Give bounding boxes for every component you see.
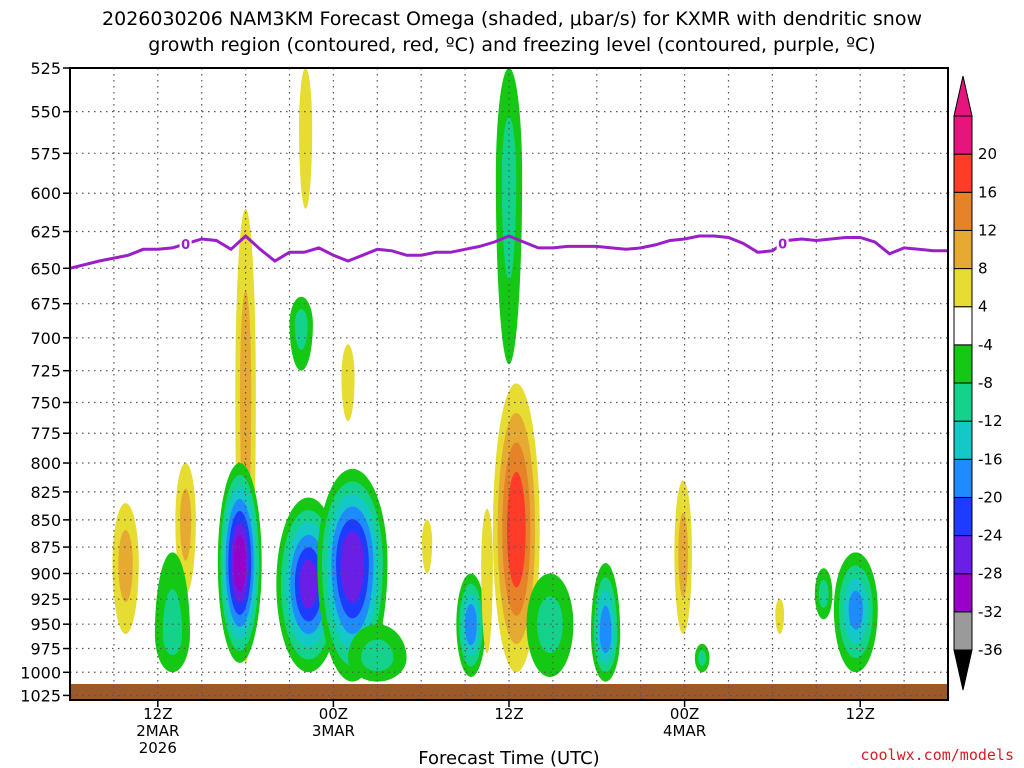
omega-cell-shade: [465, 603, 477, 646]
x-tick-label: 12Z: [143, 705, 172, 723]
omega-cell-shade: [506, 471, 526, 588]
colorbar-segment: [953, 191, 973, 231]
omega-cell-shade: [481, 508, 493, 654]
colorbar-segment: [953, 573, 973, 613]
freezing-label-bg: [776, 236, 789, 251]
x-tick-label: 2026: [139, 739, 177, 757]
omega-cell-shade: [848, 590, 863, 630]
y-tick-label: 850: [30, 511, 61, 530]
omega-shading: [112, 68, 878, 682]
omega-cell-shade: [537, 596, 563, 654]
colorbar-tick-label: -12: [978, 412, 1003, 430]
omega-cell-shade: [599, 605, 612, 654]
freezing-level-contour: [70, 233, 948, 270]
colorbar-segment: [953, 458, 973, 498]
y-tick-label: 750: [30, 393, 61, 412]
omega-cell-shade: [818, 579, 829, 608]
y-tick-label: 550: [30, 103, 61, 122]
colorbar-segment: [953, 268, 973, 308]
colorbar-segment: [953, 229, 973, 270]
chart-title: 2026030206 NAM3KM Forecast Omega (shaded…: [102, 8, 922, 56]
x-tick-label: 4MAR: [663, 722, 706, 740]
omega-cell-shade: [118, 530, 133, 603]
colorbar-segment: [953, 344, 973, 384]
colorbar-segment: [953, 496, 973, 537]
freezing-level-label: 0: [778, 238, 787, 253]
colorbar-over-arrow: [953, 75, 973, 117]
x-tick-label: 12Z: [846, 705, 875, 723]
omega-cell-shade: [179, 488, 192, 561]
credit-text: coolwx.com/models: [860, 746, 1014, 764]
omega-cell-shade: [299, 68, 313, 209]
x-tick-label: 00Z: [319, 705, 348, 723]
colorbar-tick-label: -4: [978, 336, 993, 354]
y-tick-label: 775: [30, 424, 61, 443]
colorbar-tick-label: -28: [978, 565, 1003, 583]
y-tick-label: 825: [30, 483, 61, 502]
colorbar-tick-label: -16: [978, 450, 1003, 468]
pressure-axis: 525 550 575 600 625 650 675 700 725 750 775 800 825 8…: [20, 59, 70, 705]
y-tick-label: 650: [30, 259, 61, 278]
y-tick-label: 675: [30, 295, 61, 314]
omega-cell-shade: [299, 559, 318, 609]
title-line-1: 2026030206 NAM3KM Forecast Omega (shaded…: [102, 8, 922, 30]
colorbar-tick-label: 12: [978, 221, 997, 239]
colorbar-segment: [953, 382, 973, 422]
colorbar-segment: [953, 153, 973, 193]
y-tick-label: 525: [30, 59, 61, 78]
y-tick-label: 975: [30, 640, 61, 659]
title-line-2: growth region (contoured, red, ºC) and f…: [148, 34, 875, 56]
y-tick-label: 800: [30, 454, 61, 473]
colorbar-segment: [953, 611, 973, 651]
freezing-label-bg: [179, 236, 192, 251]
omega-cell-shade: [678, 512, 688, 598]
colorbar-tick-label: 8: [978, 260, 988, 278]
colorbar-segment: [953, 306, 973, 346]
omega-cell-shade: [340, 531, 365, 603]
freezing-level-label: 0: [181, 238, 190, 253]
y-tick-label: 700: [30, 329, 61, 348]
omega-cell-shade: [233, 534, 246, 591]
colorbar-under-arrow: [953, 649, 973, 691]
colorbar: -36 -32 -28 -24 -20 -16 -12 -8 -4 4 8 12 16 20: [953, 75, 1003, 691]
x-axis-label: Forecast Time (UTC): [418, 748, 599, 768]
omega-cell-shade: [361, 639, 394, 672]
colorbar-tick-label: -32: [978, 603, 1003, 621]
y-tick-label: 925: [30, 590, 61, 609]
colorbar-segment: [953, 420, 973, 460]
y-tick-label: 600: [30, 184, 61, 203]
colorbar-tick-label: -8: [978, 374, 993, 392]
omega-cell-shade: [162, 589, 183, 656]
omega-cell-shade: [775, 599, 785, 634]
x-tick-label: 00Z: [670, 705, 699, 723]
colorbar-tick-label: -36: [978, 641, 1003, 659]
x-tick-label: 2MAR: [136, 722, 179, 740]
grid-lines: [70, 67, 948, 700]
omega-cell-shade: [341, 344, 355, 422]
colorbar-tick-label: 16: [978, 183, 997, 201]
omega-cell-shade: [294, 309, 308, 350]
omega-cell-shade: [501, 117, 517, 281]
omega-cell-shade: [698, 650, 707, 666]
y-tick-label: 575: [30, 144, 61, 163]
y-tick-label: 1000: [20, 663, 61, 682]
y-tick-label: 625: [30, 223, 61, 242]
y-tick-label: 900: [30, 564, 61, 583]
colorbar-tick-label: 4: [978, 298, 988, 316]
colorbar-tick-label: -24: [978, 527, 1003, 545]
y-tick-label: 725: [30, 362, 61, 381]
colorbar-tick-label: 20: [978, 145, 997, 163]
x-tick-label: 12Z: [494, 705, 523, 723]
omega-cell-shade: [421, 519, 433, 574]
x-tick-label: 3MAR: [312, 722, 355, 740]
colorbar-tick-label: -20: [978, 488, 1003, 506]
y-tick-label: 1025: [20, 686, 61, 705]
colorbar-segment: [953, 115, 973, 155]
y-tick-label: 950: [30, 615, 61, 634]
y-tick-label: 875: [30, 538, 61, 557]
colorbar-segment: [953, 535, 973, 575]
